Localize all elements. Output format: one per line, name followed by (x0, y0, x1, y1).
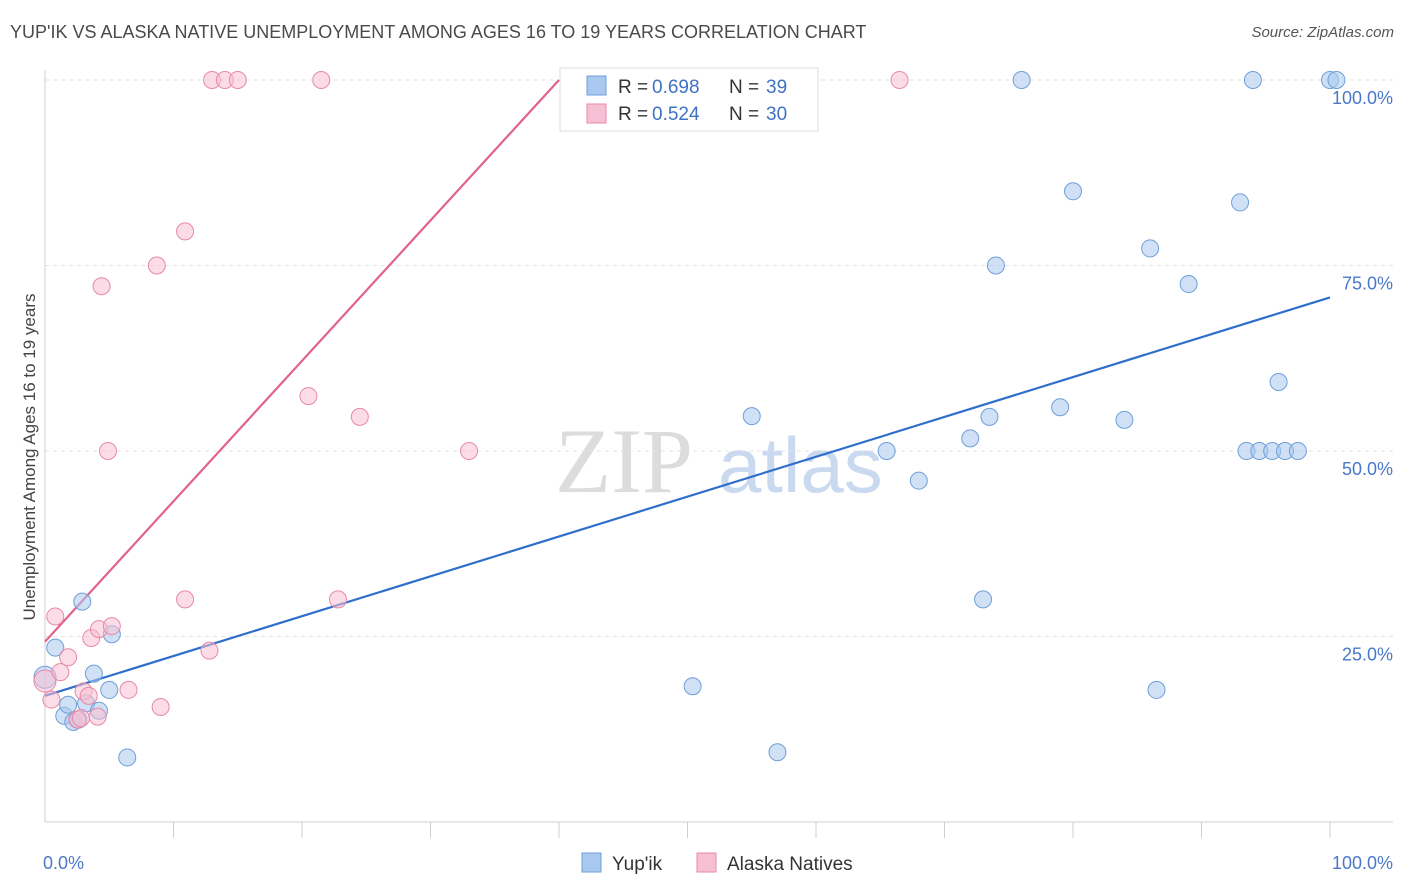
legend-n-label-alaska-natives: N = (729, 104, 759, 125)
legend-r-label-alaska-natives: R = (618, 104, 648, 125)
points-layer (33, 71, 1346, 767)
y-tick-labels: 25.0% 50.0% 75.0% 100.0% (1332, 88, 1393, 665)
legend-r-value-yupik: 0.698 (652, 77, 700, 98)
point-alaska-natives-28 (460, 442, 479, 460)
point-alaska-natives-19 (176, 222, 195, 241)
legend-swatch-alaska-natives (586, 103, 607, 124)
point-alaska-natives-15 (119, 680, 138, 699)
series-legend-label-yupik: Yup'ik (612, 854, 663, 875)
point-alaska-natives-0 (33, 669, 57, 693)
point-alaska-natives-27 (350, 407, 369, 426)
point-alaska-natives-29 (890, 71, 909, 89)
point-yup-ik-13 (683, 677, 702, 696)
chart-title: YUP'IK VS ALASKA NATIVE UNEMPLOYMENT AMO… (10, 22, 867, 42)
point-alaska-natives-25 (312, 71, 331, 89)
series-legend-swatch-yupik (581, 852, 602, 873)
point-alaska-natives-6 (71, 709, 90, 728)
point-yup-ik-12 (118, 748, 137, 767)
y-tick-label-75: 75.0% (1342, 274, 1393, 294)
point-alaska-natives-24 (299, 387, 318, 406)
legend-n-value-alaska-natives: 30 (766, 104, 787, 125)
point-yup-ik-36 (1288, 442, 1307, 460)
point-yup-ik-29 (1231, 193, 1250, 212)
point-alaska-natives-12 (92, 277, 111, 296)
point-alaska-natives-23 (228, 71, 247, 89)
point-yup-ik-25 (1115, 410, 1134, 429)
point-alaska-natives-13 (98, 442, 117, 460)
point-yup-ik-17 (909, 471, 928, 490)
point-alaska-natives-16 (147, 256, 166, 275)
y-tick-label-100: 100.0% (1332, 88, 1393, 108)
point-alaska-natives-2 (46, 607, 65, 626)
grid-layer (45, 79, 1393, 637)
trend-layer (44, 79, 1331, 697)
correlation-legend: R = 0.698 N = 39 R = 0.524 N = 30 (559, 67, 819, 132)
point-yup-ik-19 (974, 590, 993, 609)
point-alaska-natives-26 (328, 590, 347, 609)
point-yup-ik-10 (100, 680, 119, 699)
point-yup-ik-23 (1051, 398, 1070, 417)
point-alaska-natives-17 (151, 697, 170, 716)
x-ticks-layer (173, 822, 1331, 838)
point-alaska-natives-18 (176, 590, 195, 609)
y-tick-label-50: 50.0% (1342, 459, 1393, 479)
trend-line-alaska-natives (44, 79, 560, 643)
series-legend-swatch-alaska-natives (696, 852, 717, 873)
point-alaska-natives-8 (79, 686, 98, 705)
point-yup-ik-3 (59, 695, 78, 714)
series-legend: Yup'ik Alaska Natives (581, 852, 853, 875)
point-yup-ik-21 (986, 256, 1005, 275)
series-legend-label-alaska-natives: Alaska Natives (727, 854, 853, 875)
point-alaska-natives-1 (42, 690, 61, 709)
point-yup-ik-38 (1327, 71, 1346, 89)
point-yup-ik-14 (742, 407, 761, 426)
point-alaska-natives-10 (88, 707, 107, 726)
point-yup-ik-8 (84, 664, 103, 683)
point-yup-ik-26 (1141, 239, 1160, 258)
point-yup-ik-1 (46, 638, 65, 657)
chart-source: Source: ZipAtlas.com (1251, 24, 1394, 41)
watermark-atlas: atlas (718, 421, 883, 509)
legend-r-value-alaska-natives: 0.524 (652, 104, 700, 125)
y-tick-label-25: 25.0% (1342, 645, 1393, 665)
point-yup-ik-18 (961, 429, 980, 448)
point-yup-ik-34 (1269, 372, 1288, 391)
legend-r-label-yupik: R = (618, 77, 648, 98)
trend-line-yup-ik (44, 296, 1331, 697)
point-alaska-natives-4 (59, 648, 78, 667)
point-yup-ik-24 (1064, 182, 1082, 201)
x-tick-label-min: 0.0% (43, 853, 84, 873)
y-axis-title: Unemployment Among Ages 16 to 19 years (20, 294, 39, 621)
point-yup-ik-16 (877, 442, 896, 460)
point-yup-ik-6 (73, 592, 92, 611)
point-yup-ik-15 (768, 743, 787, 762)
point-yup-ik-31 (1243, 71, 1262, 89)
point-yup-ik-22 (1012, 71, 1031, 89)
legend-swatch-yupik (586, 75, 607, 96)
point-yup-ik-20 (980, 407, 999, 426)
x-tick-label-max: 100.0% (1332, 853, 1393, 873)
point-alaska-natives-3 (51, 663, 70, 682)
watermark-zip: ZIP (555, 410, 693, 512)
point-alaska-natives-20 (200, 641, 219, 660)
legend-n-value-yupik: 39 (766, 77, 787, 98)
legend-n-label-yupik: N = (729, 77, 759, 98)
point-yup-ik-27 (1147, 680, 1166, 699)
point-alaska-natives-14 (102, 617, 121, 636)
point-yup-ik-28 (1179, 275, 1198, 294)
